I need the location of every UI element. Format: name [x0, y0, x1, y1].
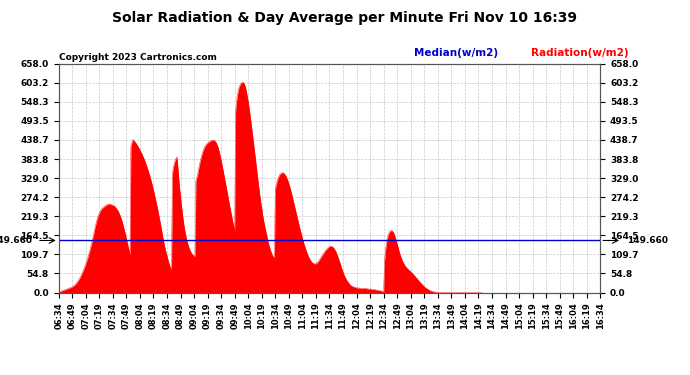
Text: 149.660: 149.660	[627, 236, 669, 245]
Text: 149.660: 149.660	[0, 236, 32, 245]
Text: Radiation(w/m2): Radiation(w/m2)	[531, 48, 629, 58]
Text: Copyright 2023 Cartronics.com: Copyright 2023 Cartronics.com	[59, 53, 217, 62]
Text: Solar Radiation & Day Average per Minute Fri Nov 10 16:39: Solar Radiation & Day Average per Minute…	[112, 11, 578, 25]
Text: Median(w/m2): Median(w/m2)	[414, 48, 498, 58]
